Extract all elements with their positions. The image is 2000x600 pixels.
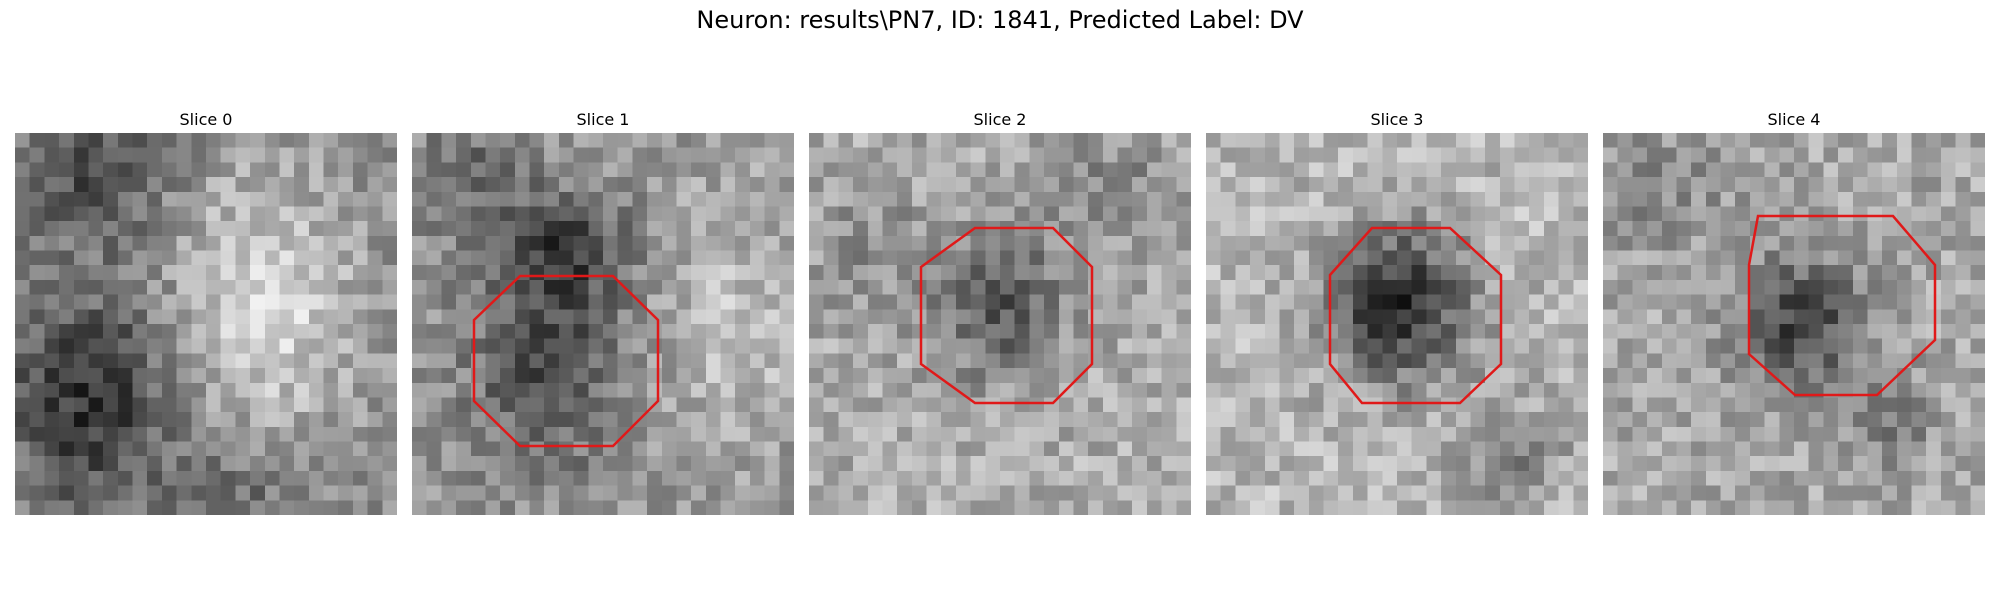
panel-slice-0: Slice 0 — [15, 110, 397, 520]
roi-octagon — [1747, 214, 1937, 397]
panel-title: Slice 3 — [1370, 110, 1424, 129]
panel-title: Slice 4 — [1767, 110, 1821, 129]
panel-title: Slice 0 — [179, 110, 233, 129]
roi-octagon — [919, 226, 1094, 405]
panel-slice-3: Slice 3 — [1206, 110, 1588, 520]
roi-octagon — [472, 274, 660, 448]
panel-slice-4: Slice 4 — [1603, 110, 1985, 520]
panel-title: Slice 1 — [576, 110, 630, 129]
slice-image — [1206, 133, 1588, 515]
roi-octagon — [1328, 226, 1503, 405]
pixel-grid — [1603, 133, 1985, 515]
slice-image — [809, 133, 1191, 515]
figure-title: Neuron: results\PN7, ID: 1841, Predicted… — [696, 6, 1304, 34]
panel-title: Slice 2 — [973, 110, 1027, 129]
pixel-grid — [412, 133, 794, 515]
pixel-grid — [15, 133, 397, 515]
slice-image — [412, 133, 794, 515]
pixel-grid — [809, 133, 1191, 515]
slice-image — [15, 133, 397, 515]
pixel-grid — [1206, 133, 1588, 515]
slice-image — [1603, 133, 1985, 515]
panel-slice-2: Slice 2 — [809, 110, 1191, 520]
panel-slice-1: Slice 1 — [412, 110, 794, 520]
